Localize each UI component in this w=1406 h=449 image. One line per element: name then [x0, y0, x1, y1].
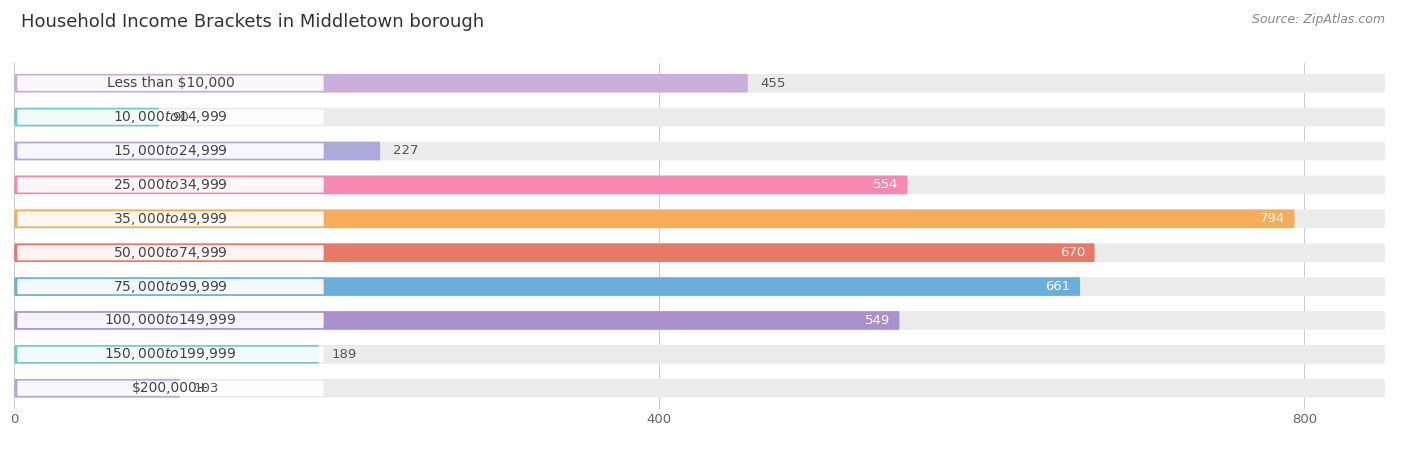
Text: $50,000 to $74,999: $50,000 to $74,999 — [112, 245, 228, 261]
FancyBboxPatch shape — [17, 313, 323, 328]
FancyBboxPatch shape — [14, 209, 1295, 228]
FancyBboxPatch shape — [14, 108, 1385, 127]
FancyBboxPatch shape — [14, 142, 380, 160]
Text: Less than $10,000: Less than $10,000 — [107, 76, 235, 90]
FancyBboxPatch shape — [17, 245, 323, 260]
Text: Source: ZipAtlas.com: Source: ZipAtlas.com — [1251, 13, 1385, 26]
FancyBboxPatch shape — [14, 74, 748, 92]
FancyBboxPatch shape — [14, 311, 900, 330]
Text: 90: 90 — [172, 110, 188, 123]
FancyBboxPatch shape — [14, 74, 1385, 92]
Text: Household Income Brackets in Middletown borough: Household Income Brackets in Middletown … — [21, 13, 484, 31]
Text: $35,000 to $49,999: $35,000 to $49,999 — [112, 211, 228, 227]
FancyBboxPatch shape — [17, 110, 323, 125]
FancyBboxPatch shape — [14, 243, 1095, 262]
FancyBboxPatch shape — [14, 277, 1385, 296]
FancyBboxPatch shape — [17, 211, 323, 226]
Text: 794: 794 — [1260, 212, 1285, 225]
FancyBboxPatch shape — [14, 243, 1385, 262]
Text: 670: 670 — [1060, 246, 1085, 259]
FancyBboxPatch shape — [17, 177, 323, 193]
Text: $25,000 to $34,999: $25,000 to $34,999 — [112, 177, 228, 193]
FancyBboxPatch shape — [17, 143, 323, 158]
FancyBboxPatch shape — [14, 209, 1385, 228]
Text: 189: 189 — [332, 348, 357, 361]
FancyBboxPatch shape — [14, 379, 180, 397]
FancyBboxPatch shape — [14, 176, 907, 194]
FancyBboxPatch shape — [17, 75, 323, 91]
FancyBboxPatch shape — [17, 347, 323, 362]
FancyBboxPatch shape — [14, 142, 1385, 160]
Text: $15,000 to $24,999: $15,000 to $24,999 — [112, 143, 228, 159]
FancyBboxPatch shape — [17, 279, 323, 294]
FancyBboxPatch shape — [14, 176, 1385, 194]
Text: 549: 549 — [865, 314, 890, 327]
Text: $100,000 to $149,999: $100,000 to $149,999 — [104, 313, 236, 329]
Text: $200,000+: $200,000+ — [132, 381, 209, 395]
Text: 554: 554 — [873, 178, 898, 191]
Text: 103: 103 — [193, 382, 218, 395]
FancyBboxPatch shape — [14, 345, 319, 364]
Text: $150,000 to $199,999: $150,000 to $199,999 — [104, 346, 236, 362]
Text: 455: 455 — [761, 77, 786, 90]
FancyBboxPatch shape — [14, 311, 1385, 330]
FancyBboxPatch shape — [14, 277, 1080, 296]
Text: $75,000 to $99,999: $75,000 to $99,999 — [112, 278, 228, 295]
Text: $10,000 to $14,999: $10,000 to $14,999 — [112, 109, 228, 125]
Text: 227: 227 — [394, 145, 419, 158]
Text: 661: 661 — [1045, 280, 1070, 293]
FancyBboxPatch shape — [14, 345, 1385, 364]
FancyBboxPatch shape — [14, 108, 159, 127]
FancyBboxPatch shape — [14, 379, 1385, 397]
FancyBboxPatch shape — [17, 381, 323, 396]
